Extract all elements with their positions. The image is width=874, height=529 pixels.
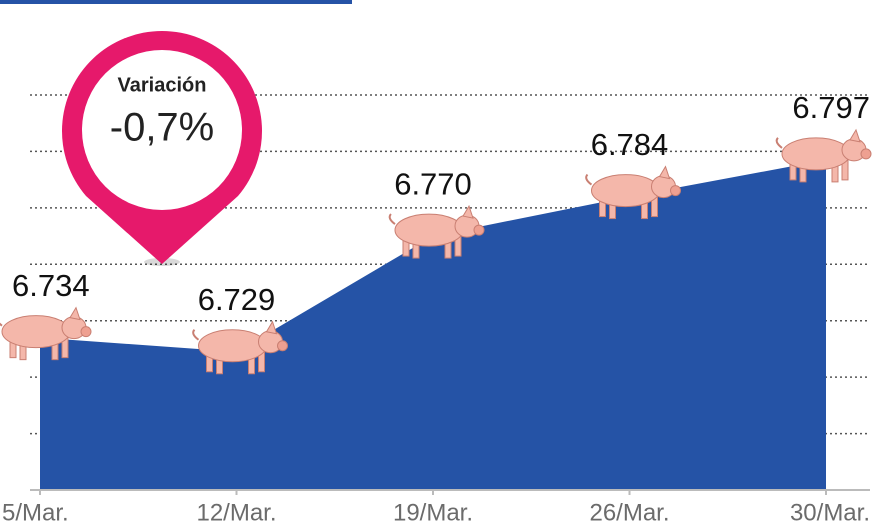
value-label: 6.784 <box>591 127 669 162</box>
pig-body <box>782 138 850 170</box>
pig-snout <box>81 327 91 337</box>
pig-body <box>199 330 267 362</box>
pig-ear <box>267 322 277 334</box>
value-label: 6.797 <box>792 90 870 125</box>
x-tick-label: 19/Mar. <box>393 499 473 526</box>
header-bar <box>0 0 352 4</box>
pig-ear <box>850 130 860 142</box>
pig-tail <box>193 330 198 340</box>
pig-tail <box>777 138 782 148</box>
pig-ear <box>70 308 80 320</box>
pig-tail <box>0 316 2 326</box>
pig-body <box>395 214 463 246</box>
pig-body <box>2 316 70 348</box>
x-tick-label: 30/Mar. <box>790 499 870 526</box>
value-label: 6.734 <box>12 268 90 303</box>
pig-snout <box>861 149 871 159</box>
variation-pin: Variación -0,7% <box>62 31 262 266</box>
pig-snout <box>474 225 484 235</box>
value-label: 6.770 <box>394 166 472 201</box>
pig-tail <box>390 214 395 224</box>
chart: 5/Mar. 12/Mar. 19/Mar. 26/Mar. 30/Mar. 6.734 6… <box>0 0 874 529</box>
pig-ear <box>660 167 670 179</box>
annotation-title: Variación <box>118 74 207 96</box>
pig-snout <box>671 186 681 196</box>
annotation-text: -0,7% <box>110 106 215 150</box>
pig-body <box>592 175 660 207</box>
x-tick-label: 12/Mar. <box>196 499 276 526</box>
value-label: 6.729 <box>198 282 276 317</box>
pig-tail <box>586 175 591 185</box>
x-tick-label: 5/Mar. <box>2 499 69 526</box>
pig-snout <box>278 341 288 351</box>
x-tick-label: 26/Mar. <box>589 499 669 526</box>
